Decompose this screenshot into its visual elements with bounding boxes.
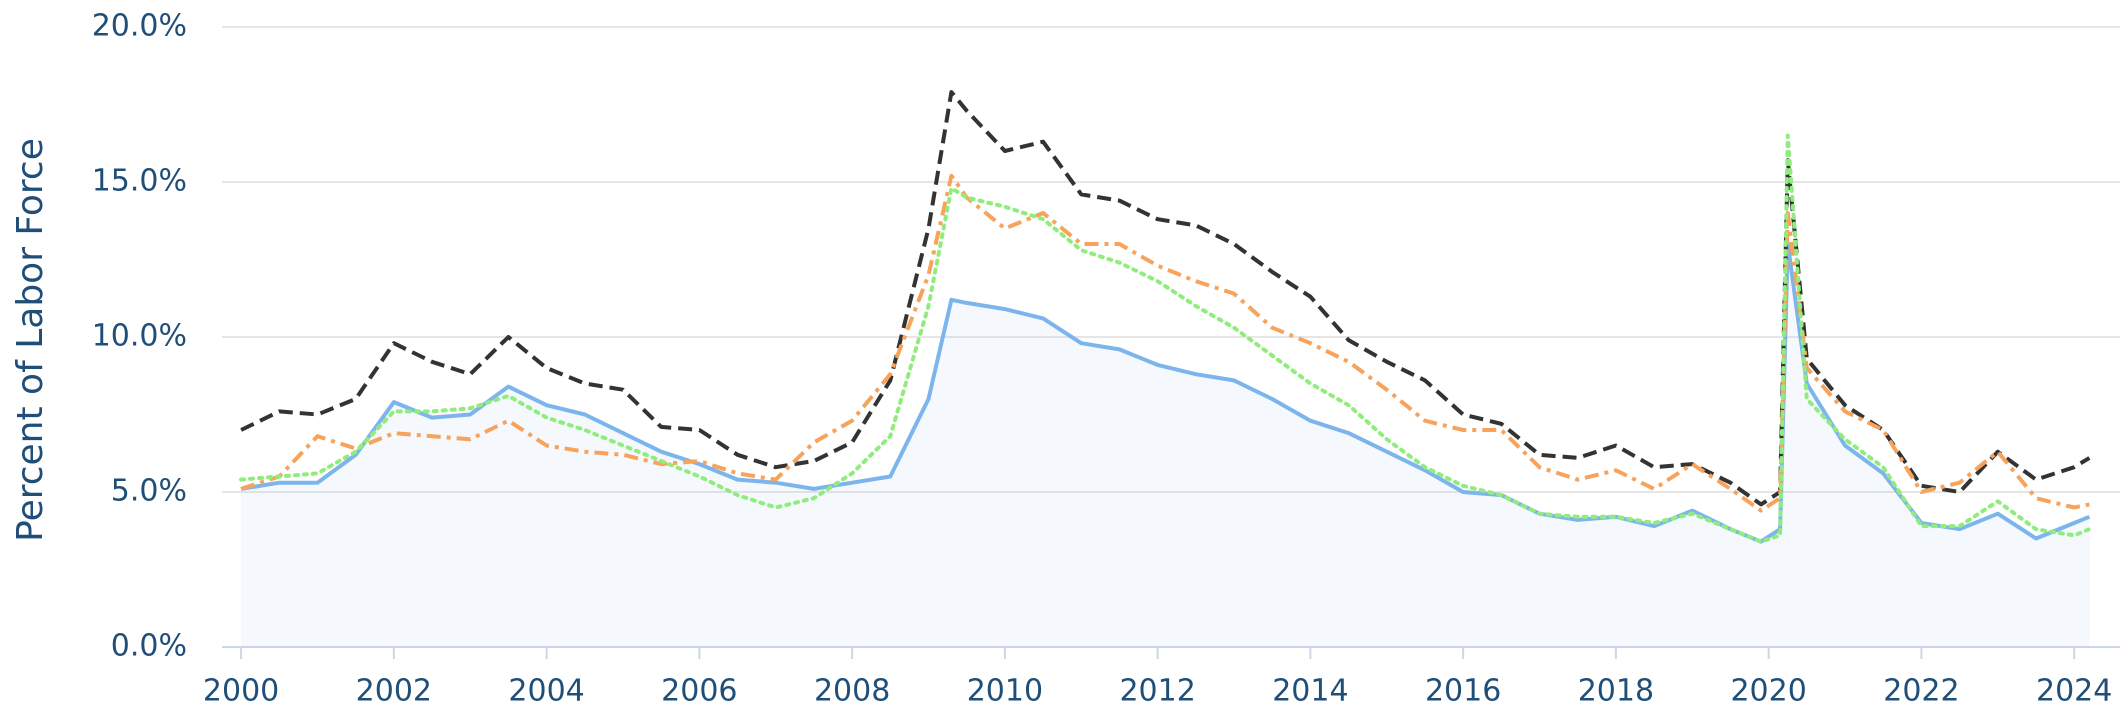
y-tick-label: 10.0% [92,319,187,354]
x-tick-label: 2014 [1272,674,1348,709]
y-tick-label: 5.0% [111,474,187,509]
y-tick-label: 0.0% [111,629,187,664]
x-tick-label: 2020 [1730,674,1806,709]
y-tick-label: 15.0% [92,164,187,199]
x-tick-label: 2022 [1883,674,1959,709]
x-tick-label: 2024 [2036,674,2112,709]
x-tick-label: 2006 [661,674,737,709]
x-tick-label: 2012 [1119,674,1195,709]
series-line [240,173,2090,513]
x-tick-label: 2002 [356,674,432,709]
y-tick-label: 20.0% [92,9,187,44]
x-tick-label: 2010 [967,674,1043,709]
series-line [239,133,2092,544]
y-axis-title: Percent of Labor Force [10,138,51,542]
x-tick-label: 2004 [508,674,584,709]
x-tick-label: 2016 [1425,674,1501,709]
x-tick-label: 2018 [1578,674,1654,709]
area [241,244,2090,647]
series-line [240,242,2091,544]
x-tick-label: 2008 [814,674,890,709]
x-tick-label: 2000 [203,674,279,709]
